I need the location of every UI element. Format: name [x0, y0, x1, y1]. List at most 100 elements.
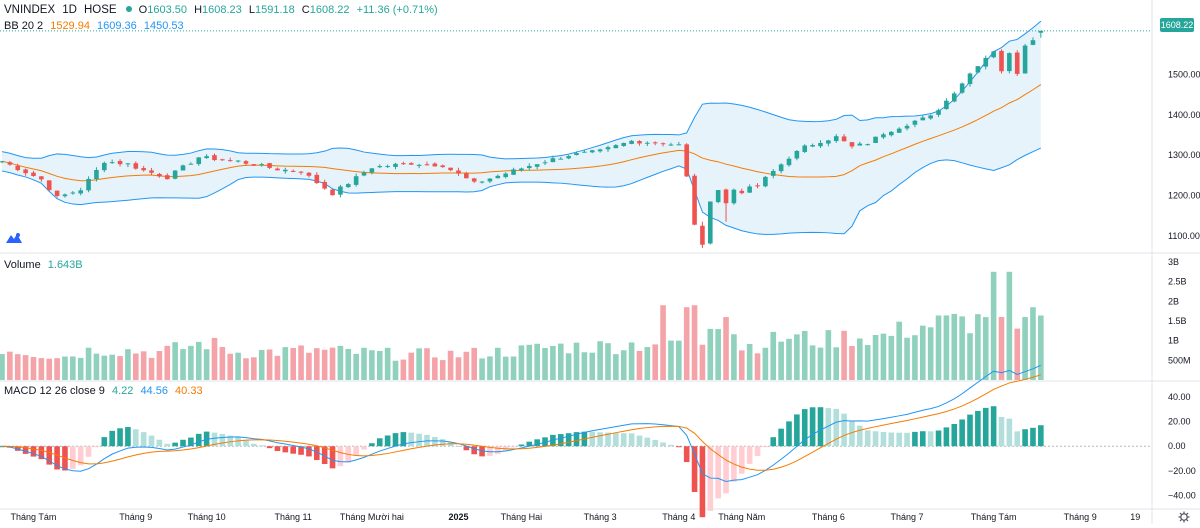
- candle-body: [566, 156, 571, 159]
- volume-bar: [510, 356, 517, 380]
- candle: [959, 82, 965, 94]
- macd-hist-bar: [353, 446, 359, 456]
- candle: [967, 72, 973, 87]
- macd-hist-bar: [109, 430, 115, 447]
- bb-upper-line: [1, 20, 1042, 160]
- settings-gear-icon[interactable]: [1178, 510, 1190, 523]
- macd-hist-bar: [211, 432, 218, 447]
- macd-hist-bar: [243, 440, 249, 447]
- macd-line: [1, 364, 1042, 482]
- candle: [983, 55, 989, 70]
- volume-bar: [408, 352, 415, 380]
- candle: [936, 108, 941, 118]
- volume-bar: [132, 353, 139, 380]
- candle-body: [810, 145, 815, 147]
- candle-body: [519, 168, 524, 171]
- candle: [369, 167, 375, 175]
- tradingview-logo-icon[interactable]: [5, 231, 23, 245]
- volume-bar: [487, 356, 493, 380]
- candle: [582, 149, 587, 153]
- candle: [416, 163, 422, 169]
- candle-body: [841, 136, 847, 142]
- volume-bar: [156, 351, 163, 380]
- time-tick-label: Tháng 4: [662, 512, 695, 522]
- symbol-name[interactable]: VNINDEX: [4, 4, 56, 16]
- volume-bar: [345, 348, 352, 380]
- time-tick-label: Tháng Mười hai: [340, 512, 404, 522]
- volume-bar: [314, 348, 320, 380]
- volume-bar: [290, 347, 296, 380]
- candle-body: [456, 170, 461, 174]
- volume-bar: [833, 347, 840, 380]
- volume-bar: [463, 351, 470, 380]
- candle: [621, 142, 627, 147]
- candle-body: [582, 151, 587, 153]
- time-tick-label: Tháng 9: [119, 512, 152, 522]
- volume-bar: [935, 315, 942, 380]
- volume-bar: [77, 357, 84, 380]
- candle-body: [959, 83, 965, 93]
- candle-body: [164, 175, 170, 180]
- candle: [424, 161, 430, 166]
- candle: [904, 123, 910, 131]
- candle-body: [967, 73, 973, 85]
- candle: [928, 114, 933, 120]
- candle: [94, 167, 99, 182]
- volume-bar: [502, 356, 509, 380]
- macd-hist-bar: [951, 423, 958, 447]
- candle: [180, 164, 186, 171]
- macd-hist-bar: [935, 430, 942, 447]
- candle-body: [424, 164, 430, 166]
- candle: [1007, 52, 1012, 74]
- volume-bar: [691, 305, 698, 380]
- candle: [15, 163, 21, 172]
- volume-bar: [778, 341, 784, 380]
- macd-hist-bar: [495, 446, 501, 454]
- volume-bar: [872, 335, 879, 380]
- candle: [235, 160, 241, 163]
- interval[interactable]: 1D: [62, 4, 77, 16]
- macd-hist-bar: [542, 437, 548, 447]
- macd-hist-bar: [140, 432, 147, 447]
- volume-bar: [416, 348, 422, 380]
- candle-body: [904, 125, 910, 129]
- candle-body: [125, 163, 131, 165]
- macd-hist-bar: [164, 443, 171, 447]
- candle-body: [15, 165, 21, 171]
- macd-hist-bar: [628, 433, 635, 447]
- volume-bar: [998, 316, 1005, 380]
- candle: [542, 159, 548, 166]
- macd-hist-bar: [967, 414, 973, 447]
- candle-body: [1014, 52, 1020, 74]
- volume-bar: [306, 352, 312, 380]
- macd-hist-bar: [982, 407, 989, 447]
- candle: [385, 164, 390, 169]
- candle: [204, 154, 209, 159]
- volume-bar: [613, 354, 619, 380]
- macd-hist-bar: [841, 413, 847, 447]
- price-tick-label: 1500.00: [1168, 69, 1200, 79]
- volume-bar: [912, 335, 918, 380]
- macd-hist-bar: [534, 439, 540, 447]
- candle: [432, 162, 438, 167]
- time-tick-label: Tháng Tám: [11, 512, 57, 522]
- macd-legend[interactable]: MACD 12 26 close 9 4.22 44.56 40.33: [4, 385, 207, 397]
- volume-bar: [392, 360, 399, 380]
- volume-legend[interactable]: Volume 1.643B: [4, 259, 87, 271]
- candle-body: [739, 190, 745, 194]
- candle-body: [70, 192, 76, 194]
- candle: [802, 144, 808, 154]
- volume-bar: [125, 349, 131, 380]
- candle-body: [1038, 30, 1044, 33]
- macd-hist-bar: [518, 444, 525, 447]
- macd-hist-bar: [613, 432, 619, 447]
- candle: [393, 162, 398, 170]
- volume-bar: [825, 330, 832, 380]
- price-tick-label: 1300.00: [1168, 150, 1200, 160]
- volume-bar: [274, 355, 281, 380]
- volume-bar: [321, 349, 328, 380]
- candle: [1014, 50, 1020, 77]
- bb-legend[interactable]: BB 20 2 1529.94 1609.36 1450.53: [4, 20, 188, 32]
- volume-bar: [864, 345, 871, 380]
